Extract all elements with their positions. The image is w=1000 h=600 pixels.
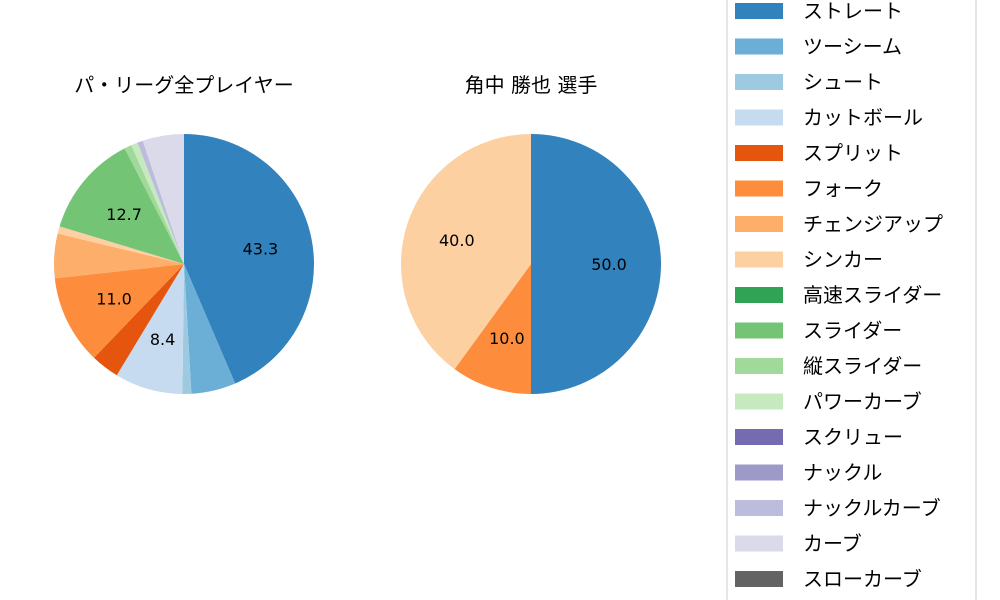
legend-label: カットボール [803,106,923,130]
legend-swatch [735,145,783,161]
pie-slice [531,134,661,394]
legend-swatch [735,251,783,268]
legend-label: ナックルカーブ [803,496,941,520]
pie-slice [454,264,531,394]
legend-label: 縦スライダー [803,354,922,378]
pie-slice [54,264,184,358]
legend-swatch [735,216,783,232]
slice-value-label: 43.3 [243,239,279,258]
legend-swatch [735,38,783,55]
legend-swatch [735,500,783,516]
legend-frame [726,0,977,600]
pie-slice [116,264,184,394]
legend: ストレートツーシームシュートカットボールスプリットフォークチェンジアップシンカー… [726,0,977,600]
legend-label: ストレート [803,0,903,23]
legend-label: シンカー [803,248,883,272]
legend-label: ツーシーム [803,35,902,59]
legend-swatch [735,3,783,19]
legend-label: スクリュー [803,425,903,449]
legend-swatch [735,464,783,481]
slice-value-label: 50.0 [591,255,627,274]
slice-value-label: 8.4 [150,330,175,349]
legend-swatch [735,180,783,197]
legend-swatch [735,74,783,90]
pie-slice [184,264,236,394]
legend-swatch [735,393,783,410]
pie-slice [184,134,314,384]
pie-slice [124,145,184,264]
legend-label: パワーカーブ [803,390,922,414]
legend-label: スローカーブ [803,567,922,591]
legend-swatch [735,358,783,374]
pie-slice [131,142,184,264]
pie-slice [93,264,184,376]
pie-slice [142,134,184,264]
pie-slice [59,148,184,264]
legend-label: カーブ [803,532,862,556]
league-pie-title: パ・リーグ全プレイヤー [74,73,293,97]
league-pie-chart: パ・リーグ全プレイヤー 43.3 8.4 11.0 12.7 [53,73,314,394]
slice-value-label: 11.0 [96,290,132,309]
legend-swatch [735,535,783,552]
pie-slice [137,140,184,264]
legend-swatch [735,429,783,445]
pie-slice [182,264,192,394]
pie-slice [401,134,531,370]
pie-slice [57,226,184,264]
legend-swatch [735,571,783,587]
slice-value-label: 10.0 [489,329,525,348]
legend-label: シュート [803,70,883,94]
legend-label: 高速スライダー [803,283,942,307]
slice-value-label: 12.7 [106,205,142,224]
legend-swatch [735,109,783,126]
legend-label: フォーク [803,177,883,201]
pie-slice [53,233,184,279]
legend-label: チェンジアップ [803,212,943,236]
legend-swatch [735,322,783,339]
legend-swatch [735,287,783,303]
player-pie-chart: 角中 勝也 選手 50.0 10.0 40.0 [401,73,661,394]
legend-label: スライダー [803,319,902,343]
player-pie-title: 角中 勝也 選手 [465,73,598,97]
legend-label: スプリット [803,141,903,165]
legend-label: ナックル [803,461,882,485]
slice-value-label: 40.0 [439,231,475,250]
